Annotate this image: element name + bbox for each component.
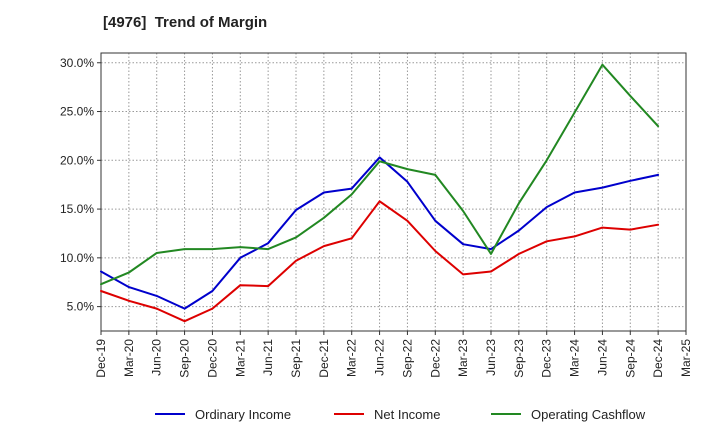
x-tick-label: Sep-21 — [289, 339, 303, 378]
x-tick-label: Dec-22 — [428, 339, 442, 378]
x-tick-label: Jun-23 — [484, 339, 498, 376]
legend-label-net-income: Net Income — [374, 407, 440, 422]
legend: Ordinary Income Net Income Operating Cashf… — [155, 407, 646, 422]
x-tick-label: Mar-21 — [233, 339, 247, 377]
plot-frame — [100, 52, 687, 332]
y-tick-label: 10.0% — [60, 251, 94, 265]
x-tick-label: Sep-20 — [178, 339, 192, 378]
x-tick-label: Mar-20 — [122, 339, 136, 377]
chart-title: [4976] Trend of Margin — [103, 14, 268, 31]
x-tick-label: Dec-24 — [651, 339, 665, 378]
x-tick-label: Dec-19 — [94, 339, 108, 378]
series-line-ordinary-income — [100, 156, 660, 310]
y-tick-label: 5.0% — [67, 300, 95, 314]
x-tick-label: Dec-21 — [317, 339, 331, 378]
legend-label-ordinary-income: Ordinary Income — [195, 407, 291, 422]
x-tick-label: Jun-22 — [373, 339, 387, 376]
y-tick-label: 20.0% — [60, 153, 94, 167]
series-layer — [100, 63, 660, 323]
y-tick-label: 25.0% — [60, 105, 94, 119]
y-tick-label: 30.0% — [60, 56, 94, 70]
x-tick-label: Mar-23 — [456, 339, 470, 377]
x-tick-label: Jun-24 — [595, 339, 609, 376]
x-tick-label: Sep-22 — [400, 339, 414, 378]
legend-label-operating-cashflow: Operating Cashflow — [531, 407, 646, 422]
x-tick-label: Dec-20 — [205, 339, 219, 378]
series-line-operating-cashflow — [100, 63, 660, 286]
x-tick-label: Dec-23 — [540, 339, 554, 378]
x-tick-label: Jun-21 — [261, 339, 275, 376]
x-tick-label: Mar-25 — [679, 339, 693, 377]
grid-layer — [101, 53, 686, 331]
x-tick-label: Mar-24 — [568, 339, 582, 377]
y-axis: 5.0% 10.0% 15.0% 20.0% 25.0% 30.0% — [60, 56, 101, 314]
x-tick-label: Sep-24 — [623, 339, 637, 378]
y-tick-label: 15.0% — [60, 202, 94, 216]
series-line-net-income — [100, 200, 660, 323]
x-tick-label: Jun-20 — [150, 339, 164, 376]
x-tick-label: Mar-22 — [345, 339, 359, 377]
x-tick-label: Sep-23 — [512, 339, 526, 378]
x-axis: Dec-19 Mar-20 Jun-20 Sep-20 Dec-20 Mar-21 Jun-… — [94, 331, 693, 378]
